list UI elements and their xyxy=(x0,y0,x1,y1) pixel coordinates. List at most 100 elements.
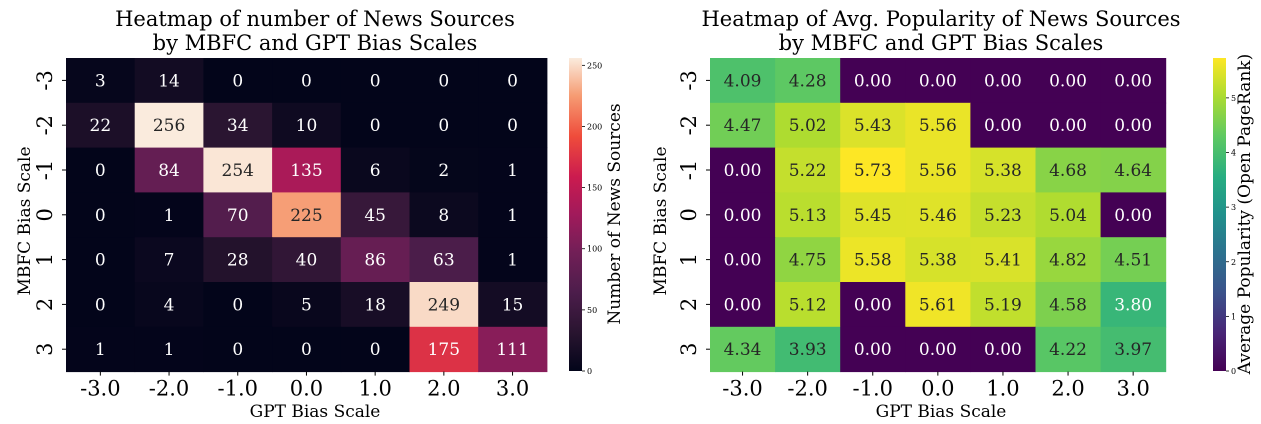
heatmap-cell xyxy=(905,192,971,238)
heatmap-cell xyxy=(340,102,410,149)
cell-value-label: 5.23 xyxy=(984,206,1022,226)
colorbar-tick-label: 5 xyxy=(1231,94,1236,103)
x-tick-label: -1.0 xyxy=(853,377,894,401)
cell-value-label: 8 xyxy=(438,206,449,226)
heatmap-cell xyxy=(710,192,776,238)
y-tick-label: -1 xyxy=(33,160,57,180)
heatmap-cell xyxy=(710,147,776,193)
cell-value-label: 0.00 xyxy=(984,340,1022,360)
x-tick-label: 3.0 xyxy=(1116,377,1149,401)
colorbar-label: Average Popularity (Open PageRank) xyxy=(1235,54,1255,375)
heatmap-cell xyxy=(1100,192,1167,238)
colorbar-tick-label: 50 xyxy=(587,306,597,315)
cell-value-label: 5.73 xyxy=(854,161,892,181)
heatmap-cell xyxy=(66,147,136,193)
cell-value-label: 225 xyxy=(290,206,322,226)
heatmap-cell xyxy=(134,326,204,373)
y-tick-labels: -3 -2 -1 0 1 2 3 xyxy=(677,70,710,356)
y-tick-label: 2 xyxy=(33,298,57,311)
cell-value-label: 28 xyxy=(227,251,249,271)
x-tick-labels: -3.0 -2.0 -1.0 0.0 1.0 2.0 3.0 xyxy=(80,371,529,401)
heatmap-cell xyxy=(710,326,776,373)
heatmap-cell xyxy=(203,58,273,104)
colorbar-tick-label: 150 xyxy=(587,184,602,193)
colorbar-tick-label: 0 xyxy=(1231,367,1236,376)
heatmap-cell xyxy=(203,147,273,193)
cell-value-label: 4.82 xyxy=(1049,251,1087,271)
cell-value-label: 86 xyxy=(364,251,386,271)
heatmap-cell xyxy=(1100,147,1167,193)
heatmap-cell xyxy=(272,147,342,193)
cell-value-label: 0.00 xyxy=(1114,206,1152,226)
cell-value-label: 14 xyxy=(158,71,180,91)
cell-value-label: 5.19 xyxy=(984,295,1022,315)
cell-value-label: 1 xyxy=(507,161,518,181)
heatmap-cell xyxy=(840,147,906,193)
heatmap-cell xyxy=(340,237,410,283)
cell-value-label: 5.12 xyxy=(789,295,827,315)
heatmap-cell xyxy=(1035,192,1102,238)
heatmap-cell xyxy=(775,102,841,149)
cell-value-label: 1 xyxy=(95,340,106,360)
cell-value-label: 3.80 xyxy=(1114,295,1152,315)
heatmap-cell xyxy=(1100,237,1167,283)
heatmap-cell xyxy=(134,237,204,283)
cell-value-label: 175 xyxy=(428,340,460,360)
cell-value-label: 0 xyxy=(301,340,312,360)
y-axis-label: MBFC Bias Scale xyxy=(15,146,35,295)
cell-value-label: 2 xyxy=(438,161,449,181)
heatmap-cell xyxy=(340,326,410,373)
cell-value-label: 0.00 xyxy=(1049,116,1087,136)
chart-title-line-2: by MBFC and GPT Bias Scales xyxy=(779,31,1104,55)
x-tick-labels: -3.0 -2.0 -1.0 0.0 1.0 2.0 3.0 xyxy=(722,371,1150,401)
cell-value-label: 1 xyxy=(164,206,175,226)
cell-value-label: 0.00 xyxy=(724,295,762,315)
heatmap-cell xyxy=(409,102,479,149)
cell-value-label: 4.58 xyxy=(1049,295,1087,315)
cell-value-label: 7 xyxy=(164,251,175,271)
y-tick-label: 0 xyxy=(677,208,701,221)
chart-title-line-1: Heatmap of number of News Sources xyxy=(115,7,515,31)
cell-value-label: 0 xyxy=(438,116,449,136)
heatmap-cell xyxy=(66,102,136,149)
cell-value-label: 70 xyxy=(227,206,249,226)
y-tick-label: -2 xyxy=(33,115,57,135)
heatmap-cell xyxy=(66,58,136,104)
heatmap-cell xyxy=(840,326,906,373)
cell-value-label: 4 xyxy=(164,295,175,315)
cell-value-label: 0.00 xyxy=(724,206,762,226)
x-tick-label: -2.0 xyxy=(787,377,828,401)
heatmap-cell xyxy=(775,282,841,328)
colorbar-tick-label: 1 xyxy=(1231,312,1236,321)
heatmap-cell xyxy=(203,326,273,373)
cell-value-label: 1 xyxy=(507,251,518,271)
heatmap-cell xyxy=(970,237,1036,283)
heatmap-cell xyxy=(203,192,273,238)
heatmap-cell xyxy=(970,282,1036,328)
cell-value-label: 4.28 xyxy=(789,71,827,91)
cell-value-label: 135 xyxy=(290,161,322,181)
cell-value-label: 5.56 xyxy=(919,161,957,181)
cell-value-label: 4.68 xyxy=(1049,161,1087,181)
y-tick-label: 3 xyxy=(33,343,57,356)
colorbar-tick-label: 0 xyxy=(587,367,592,376)
cell-value-label: 4.51 xyxy=(1114,251,1152,271)
heatmap-cell xyxy=(272,282,342,328)
cell-value-label: 18 xyxy=(364,295,386,315)
heatmap-cell xyxy=(409,237,479,283)
y-tick-label: 1 xyxy=(33,253,57,266)
cell-value-label: 0.00 xyxy=(919,340,957,360)
y-tick-label: 0 xyxy=(33,208,57,221)
x-tick-label: -2.0 xyxy=(149,377,190,401)
cell-value-label: 0.00 xyxy=(854,340,892,360)
x-tick-label: -3.0 xyxy=(80,377,121,401)
heatmap-cell xyxy=(340,58,410,104)
colorbar-label: Number of News Sources xyxy=(605,103,625,324)
colorbar-tick-label: 3 xyxy=(1231,203,1236,212)
cell-value-label: 40 xyxy=(296,251,318,271)
x-tick-label: 2.0 xyxy=(1051,377,1084,401)
cell-value-label: 3.93 xyxy=(789,340,827,360)
heatmap-cell xyxy=(203,102,273,149)
chart-title-line-1: Heatmap of Avg. Popularity of News Sourc… xyxy=(701,7,1180,31)
